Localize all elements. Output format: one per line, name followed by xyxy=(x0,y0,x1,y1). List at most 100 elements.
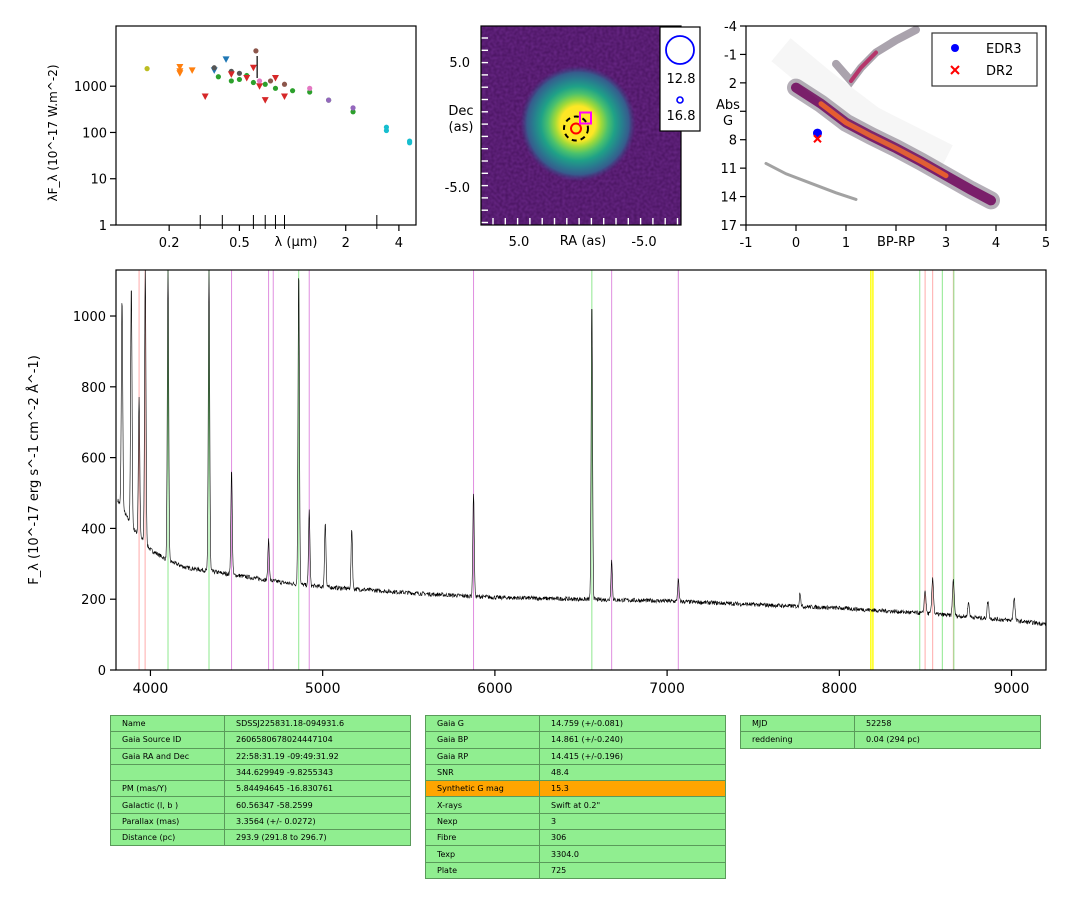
table-key: X-rays xyxy=(425,796,540,814)
table-value: 52258 xyxy=(854,714,1041,733)
image-x-label: RA (as) xyxy=(560,234,606,249)
hr-xtick-label: 5 xyxy=(1042,236,1050,251)
hr-ytick-label: 11 xyxy=(720,162,737,177)
target-circle xyxy=(570,122,582,135)
spectrum-ytick-label: 600 xyxy=(81,452,106,467)
table-key xyxy=(110,763,225,782)
hr-legend-box xyxy=(931,32,1038,87)
legend-edr3-marker xyxy=(951,44,959,52)
table-row: Gaia RA and Dec 22:58:31.19 -09:49:31.92 xyxy=(110,747,411,765)
hr-xtick-label: 4 xyxy=(992,236,1000,251)
spectrum-xtick-label: 7000 xyxy=(649,681,685,697)
hr-y-label-line1: Abs xyxy=(716,98,740,113)
sed-ytick-label: 10 xyxy=(90,173,107,188)
legend-edr3-label: EDR3 xyxy=(986,42,1022,57)
sed-point-6-0 xyxy=(253,48,259,54)
table-value: 14.759 (+/-0.081) xyxy=(539,714,726,733)
sed-xtick-label: 0.2 xyxy=(159,236,180,251)
table-value: 2606580678024447104 xyxy=(224,731,411,749)
table-value: 22:58:31.19 -09:49:31.92 xyxy=(224,747,411,765)
sed-point-5-5 xyxy=(261,97,269,104)
sed-point-4-0 xyxy=(215,74,221,80)
table-key: MJD xyxy=(740,714,855,733)
table-value: 306 xyxy=(539,829,726,847)
table-key: Nexp xyxy=(425,812,540,831)
table-value: 725 xyxy=(539,861,726,879)
table-value: 293.9 (291.8 to 296.7) xyxy=(224,829,411,847)
sed-y-label: λF_λ (10^-17 W.m^-2) xyxy=(46,64,60,201)
table-row: Parallax (mas) 3.3564 (+/- 0.0272) xyxy=(110,812,411,831)
scale-label-small: 16.8 xyxy=(667,109,696,124)
table-value: Swift at 0.2" xyxy=(539,796,726,814)
table-row: Name SDSSJ225831.18-094931.6 xyxy=(110,714,411,733)
hr-points xyxy=(813,128,822,143)
sed-marks xyxy=(144,48,413,146)
table-key: Galactic (l, b ) xyxy=(110,796,225,814)
table-row: Nexp 3 xyxy=(425,812,726,831)
spectrum-y-label: F_λ (10^-17 erg s^-1 cm^-2 Å^-1) xyxy=(26,355,42,585)
table-key: Distance (pc) xyxy=(110,829,225,847)
sed-point-4-4 xyxy=(250,79,257,86)
table-row: Plate 725 xyxy=(425,861,726,879)
hr-density xyxy=(764,25,1000,210)
sed-xtick-label: 4 xyxy=(395,236,403,251)
spectrum-line xyxy=(117,269,1047,627)
table-row: Fibre 306 xyxy=(425,829,726,847)
sed-point-4-7 xyxy=(289,88,296,94)
hr-y-label-line2: G xyxy=(723,114,733,129)
table-value: 3 xyxy=(539,812,726,831)
image-panel: 12.8 16.8 5.0 -5.0 5.0 -5.0 RA (as) Dec … xyxy=(445,25,701,250)
sed-point-5-4 xyxy=(256,83,264,90)
info-table-1: Name SDSSJ225831.18-094931.6 Gaia Source I… xyxy=(110,714,411,847)
sed-point-4-2 xyxy=(236,76,243,83)
table-row: Texp 3304.0 xyxy=(425,845,726,863)
aperture-circle xyxy=(563,115,589,142)
table-row: Gaia RP 14.415 (+/-0.196) xyxy=(425,747,726,765)
sed-frame xyxy=(115,25,417,226)
sed-point-5-2 xyxy=(243,75,251,82)
hr-density-core xyxy=(818,101,949,179)
sed-panel: 0.2 0.5 2 4 1 10 100 1000 λ (μm) λF_λ (10^-17 … xyxy=(46,25,417,251)
table-key: Gaia RP xyxy=(425,747,540,765)
table-key: Synthetic G mag xyxy=(425,780,540,798)
hr-x-label: BP-RP xyxy=(877,235,915,250)
table-row: MJD 52258 xyxy=(740,714,1041,733)
hr-panel: -1 0 1 3 4 5 -4 -1 2 8 11 14 17 BP-RP Abs G EDR3 DR2 xyxy=(716,20,1050,251)
table-key: Name xyxy=(110,714,225,733)
sed-point-1-3 xyxy=(188,67,196,74)
table-value: 5.84494645 -16.830761 xyxy=(224,780,411,798)
table-key: Texp xyxy=(425,845,540,863)
sed-point-5-1 xyxy=(227,71,235,78)
hr-point-dr2 xyxy=(813,134,822,143)
image-ytick-0: 5.0 xyxy=(449,56,470,71)
hr-red-clump xyxy=(849,50,878,83)
hr-ytick-label: -1 xyxy=(724,48,737,63)
hr-xtick-label: -1 xyxy=(740,236,753,251)
table-key: Plate xyxy=(425,861,540,879)
hr-white-dwarf-sequence xyxy=(764,161,858,201)
sed-point-5-0 xyxy=(201,93,209,100)
spectrum-ytick-label: 800 xyxy=(81,381,106,396)
spectrum-xtick-label: 8000 xyxy=(822,681,858,697)
spectrum-frame xyxy=(115,269,1047,671)
sed-point-4-1 xyxy=(228,78,234,84)
sed-ytick-label: 100 xyxy=(82,126,107,141)
table-row: PM (mas/Y) 5.84494645 -16.830761 xyxy=(110,780,411,798)
spectrum-xtick-label: 5000 xyxy=(305,681,341,697)
spectrum-xtick-label: 9000 xyxy=(994,681,1030,697)
table-value: 344.629949 -9.8255343 xyxy=(224,763,411,782)
table-row: SNR 48.4 xyxy=(425,763,726,782)
table-row: X-rays Swift at 0.2" xyxy=(425,796,726,814)
legend-dr2-marker xyxy=(950,65,960,75)
sed-point-3-2 xyxy=(236,70,243,76)
sed-x-label: λ (μm) xyxy=(275,235,318,250)
catalog-square xyxy=(579,111,592,125)
sed-point-3-0 xyxy=(211,65,217,71)
scale-circle-large xyxy=(665,35,695,65)
image-ticks xyxy=(481,37,679,225)
table-row: Gaia Source ID 2606580678024447104 xyxy=(110,731,411,749)
sed-point-5-3 xyxy=(249,64,257,72)
table-value: 48.4 xyxy=(539,763,726,782)
sed-point-1-0 xyxy=(176,63,184,71)
sed-point-1-2 xyxy=(176,70,184,77)
